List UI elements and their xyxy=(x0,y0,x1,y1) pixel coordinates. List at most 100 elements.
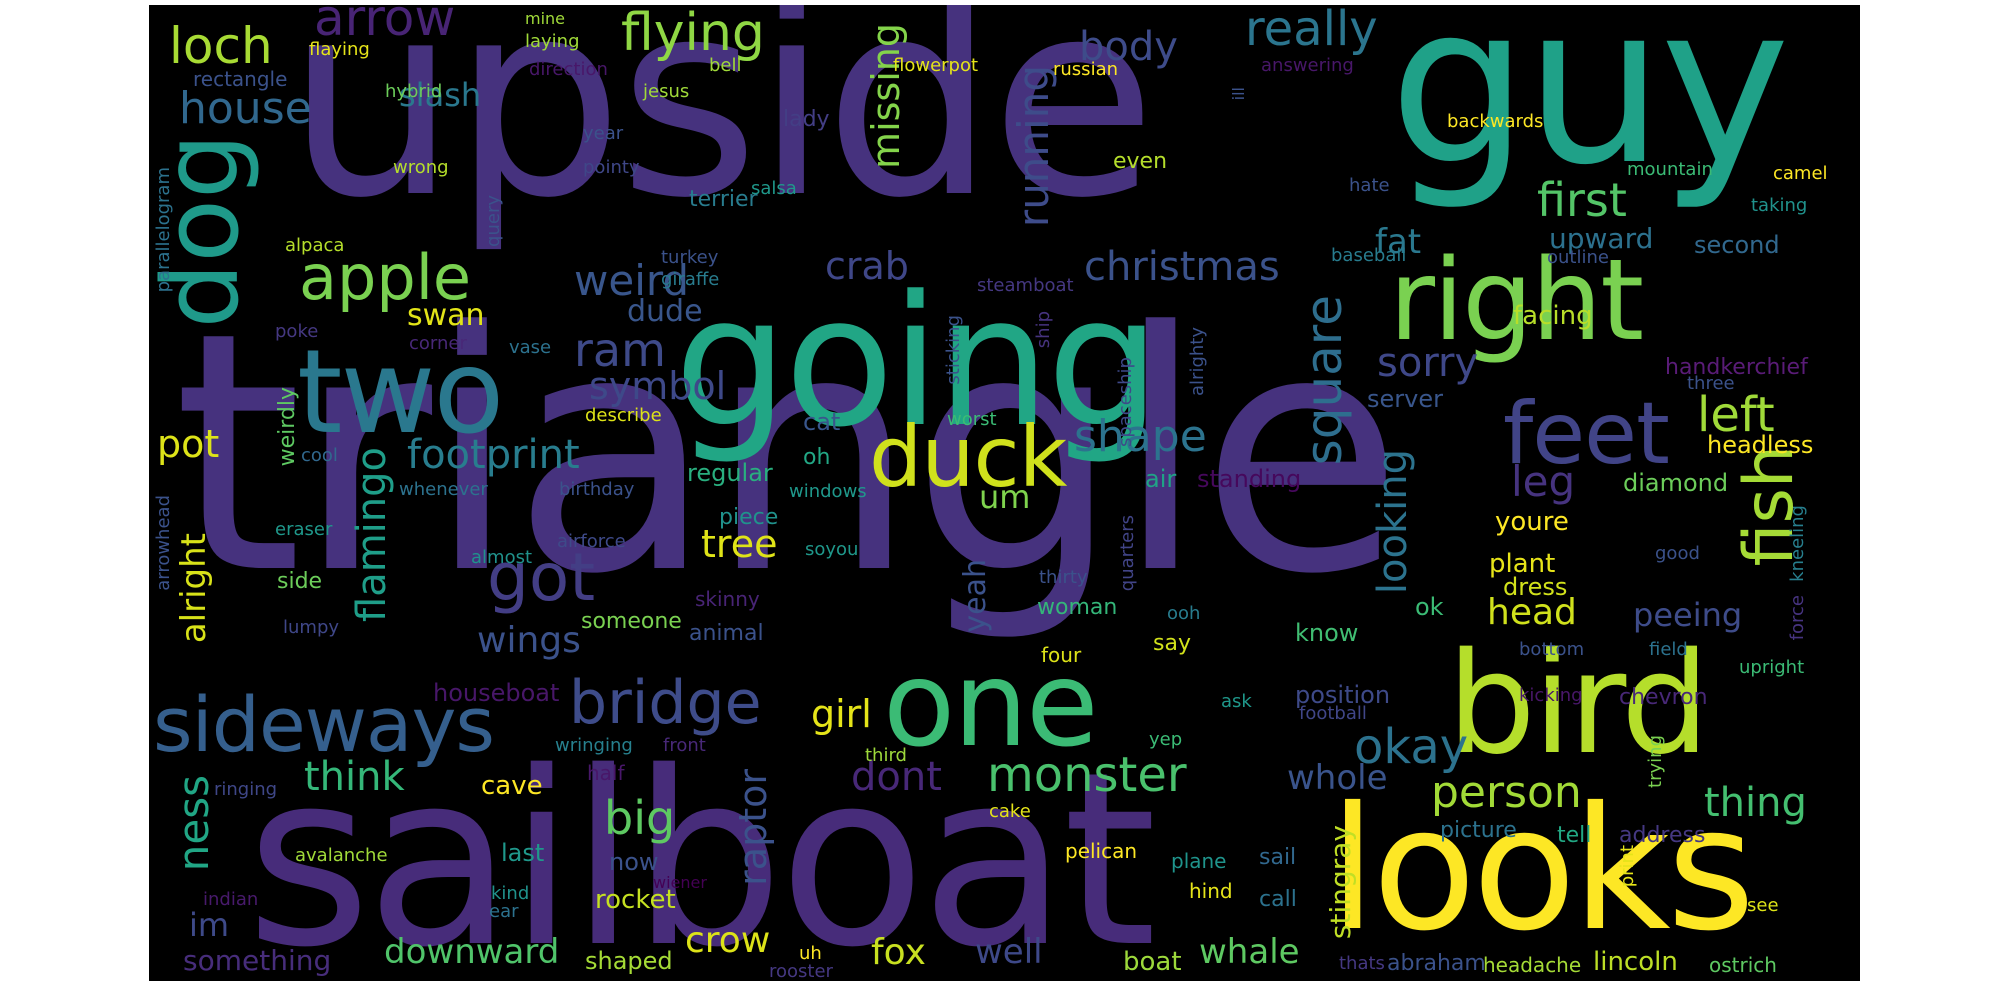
word-flamingo: flamingo xyxy=(349,447,395,622)
word-youre: youre xyxy=(1495,507,1569,537)
word-wrong: wrong xyxy=(393,157,449,178)
word-query: query xyxy=(483,195,504,247)
word-im: im xyxy=(189,906,230,944)
word-field: field xyxy=(1649,639,1688,660)
word-body: body xyxy=(1079,24,1178,70)
word-upside: upside xyxy=(286,5,1157,257)
word-stingray: stingray xyxy=(1324,825,1357,940)
word-got: got xyxy=(487,539,596,616)
word-three: three xyxy=(1687,373,1735,394)
word-diamond: diamond xyxy=(1623,469,1729,497)
word-force: force xyxy=(1787,595,1808,641)
word-plane: plane xyxy=(1171,849,1227,873)
word-cave: cave xyxy=(481,771,543,801)
word-christmas: christmas xyxy=(1084,244,1280,290)
word-person: person xyxy=(1431,767,1582,818)
word-animal: animal xyxy=(689,621,764,646)
word-camel: camel xyxy=(1773,163,1828,184)
word-kicking: kicking xyxy=(1519,685,1583,706)
word-thing: thing xyxy=(1704,780,1807,826)
word-yep: yep xyxy=(1149,729,1183,750)
word-oh: oh xyxy=(803,445,831,470)
word-rectangle: rectangle xyxy=(193,67,288,91)
word-ringing: ringing xyxy=(214,779,278,800)
word-loch: loch xyxy=(169,17,273,75)
word-even: even xyxy=(1113,149,1168,174)
word-first: first xyxy=(1537,173,1627,227)
word-peeing: peeing xyxy=(1633,596,1743,634)
word-bell: bell xyxy=(709,55,742,76)
word-piece: piece xyxy=(719,505,779,530)
word-weirdly: weirdly xyxy=(275,387,300,467)
word-rocket: rocket xyxy=(595,885,676,915)
word-think: think xyxy=(304,754,405,800)
word-tell: tell xyxy=(1557,823,1592,848)
word-kind: kind xyxy=(491,883,530,904)
word-see: see xyxy=(1747,895,1779,916)
word-sticking: sticking xyxy=(943,315,964,385)
word-last: last xyxy=(501,839,545,867)
word-facing: facing xyxy=(1513,301,1593,331)
word-flowerpot: flowerpot xyxy=(893,55,979,76)
word-laying: laying xyxy=(525,31,580,52)
word-crab: crab xyxy=(825,244,909,288)
word-print: print xyxy=(1617,845,1638,888)
word-lincoln: lincoln xyxy=(1593,947,1678,977)
word-alright: alright xyxy=(174,533,214,644)
word-terrier: terrier xyxy=(689,187,758,212)
word-airforce: airforce xyxy=(557,531,626,552)
word-skinny: skinny xyxy=(695,587,760,611)
word-trying: trying xyxy=(1645,735,1666,788)
word-triangle: triangle xyxy=(173,262,1403,646)
word-avalanche: avalanche xyxy=(295,845,388,866)
word-whenever: whenever xyxy=(399,479,488,500)
word-indian: indian xyxy=(203,889,259,910)
word-eraser: eraser xyxy=(275,519,333,540)
word-one: one xyxy=(883,635,1099,773)
word-taking: taking xyxy=(1751,195,1808,216)
word-poke: poke xyxy=(275,321,319,342)
word-upward: upward xyxy=(1549,222,1654,255)
word-fox: fox xyxy=(871,932,926,973)
word-missing: missing xyxy=(864,23,908,169)
word-girl: girl xyxy=(811,692,872,736)
word-third: third xyxy=(865,745,907,766)
word-football: football xyxy=(1299,703,1367,724)
word-kneeling: kneeling xyxy=(1787,505,1808,582)
word-whale: whale xyxy=(1199,932,1300,972)
word-woman: woman xyxy=(1037,595,1118,620)
word-really: really xyxy=(1245,5,1378,57)
word-square: square xyxy=(1295,295,1353,466)
word-chevron: chevron xyxy=(1619,685,1708,710)
word-salsa: salsa xyxy=(751,178,797,199)
word-year: year xyxy=(583,123,624,144)
word-backwards: backwards xyxy=(1447,111,1544,132)
word-vase: vase xyxy=(509,337,552,358)
word-slash: slash xyxy=(399,76,482,114)
word-lady: lady xyxy=(783,107,830,132)
word-wringing: wringing xyxy=(555,735,633,756)
word-alpaca: alpaca xyxy=(285,235,345,256)
word-baseball: baseball xyxy=(1331,245,1407,266)
word-looks: looks xyxy=(1329,771,1755,969)
word-apple: apple xyxy=(299,241,472,314)
word-arrow: arrow xyxy=(314,5,456,47)
word-something: something xyxy=(183,944,332,977)
word-guy: guy xyxy=(1389,5,1790,213)
word-rooster: rooster xyxy=(769,961,833,981)
word-wings: wings xyxy=(477,620,581,661)
word-soyou: soyou xyxy=(805,539,859,560)
word-call: call xyxy=(1259,887,1297,912)
word-standing: standing xyxy=(1197,465,1302,493)
word-head: head xyxy=(1487,592,1577,633)
word-describe: describe xyxy=(585,405,662,426)
word-ram: ram xyxy=(574,323,666,377)
word-crow: crow xyxy=(685,920,771,961)
word-pelican: pelican xyxy=(1065,839,1138,863)
word-okay: okay xyxy=(1354,719,1469,775)
word-bridge: bridge xyxy=(569,668,762,738)
word-ooh: ooh xyxy=(1167,603,1201,624)
word-giraffe: giraffe xyxy=(661,269,720,290)
word-good: good xyxy=(1655,543,1700,564)
word-abraham: abraham xyxy=(1387,951,1486,976)
